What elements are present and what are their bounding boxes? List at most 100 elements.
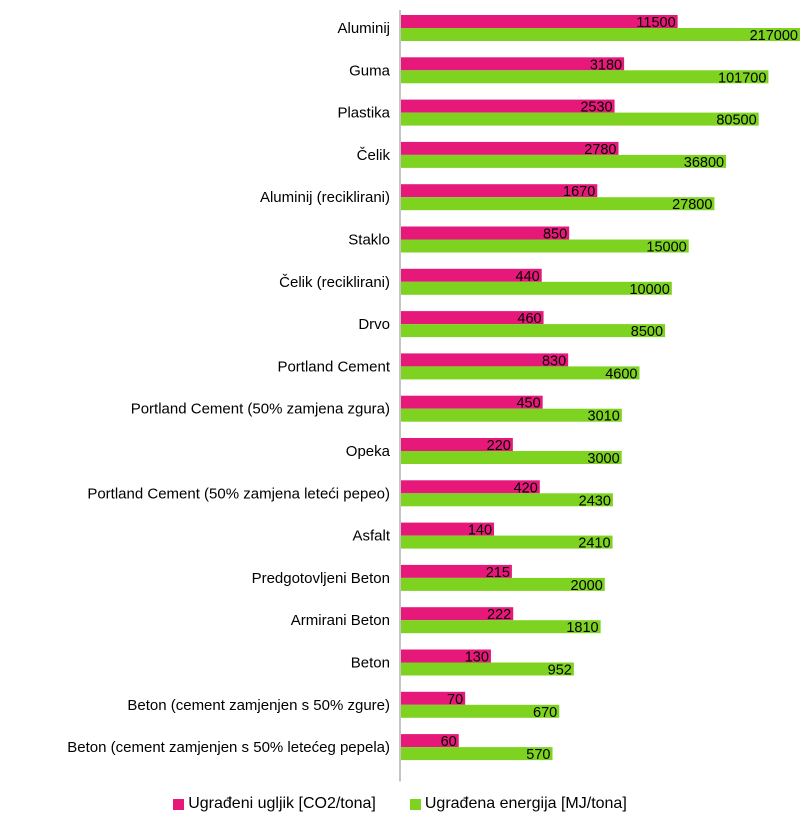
category-label: Čelik (reciklirani) bbox=[279, 274, 390, 291]
data-label-co2: 11500 bbox=[636, 15, 675, 31]
bar-co2 bbox=[401, 649, 491, 663]
data-label-co2: 830 bbox=[542, 353, 566, 369]
category-label: Čelik bbox=[357, 147, 391, 164]
data-label-energy: 4600 bbox=[605, 366, 637, 382]
data-label-energy: 952 bbox=[548, 663, 572, 679]
bar-co2 bbox=[401, 141, 619, 155]
data-label-co2: 420 bbox=[514, 480, 538, 496]
category-label: Guma bbox=[349, 62, 391, 79]
data-label-energy: 217000 bbox=[750, 28, 798, 44]
data-label-energy: 101700 bbox=[718, 70, 766, 86]
legend-swatch-co2 bbox=[173, 798, 185, 810]
category-label: Asfalt bbox=[352, 528, 390, 545]
bar-energy bbox=[401, 577, 605, 591]
data-label-co2: 460 bbox=[517, 311, 541, 327]
data-label-energy: 670 bbox=[533, 705, 557, 721]
data-label-co2: 440 bbox=[516, 269, 540, 285]
data-label-energy: 36800 bbox=[684, 155, 724, 171]
data-label-co2: 3180 bbox=[590, 57, 622, 73]
data-label-energy: 3010 bbox=[588, 409, 620, 425]
bar-energy bbox=[401, 281, 672, 295]
data-label-energy: 8500 bbox=[631, 324, 663, 340]
bar-energy bbox=[401, 197, 715, 211]
data-label-co2: 215 bbox=[486, 565, 510, 581]
category-label: Beton (cement zamjenjen s 50% letećeg pe… bbox=[67, 739, 390, 756]
bar-energy bbox=[401, 324, 666, 338]
bar-energy bbox=[401, 28, 800, 41]
data-label-energy: 2410 bbox=[578, 536, 610, 552]
bar-co2 bbox=[401, 480, 540, 494]
data-label-energy: 27800 bbox=[672, 197, 712, 213]
data-label-energy: 2430 bbox=[579, 493, 611, 509]
bar-co2 bbox=[401, 184, 598, 198]
category-label: Predgotovljeni Beton bbox=[252, 570, 390, 587]
data-label-co2: 222 bbox=[487, 607, 511, 623]
legend-label-co2: Ugrađeni ugljik [CO2/tona] bbox=[188, 795, 376, 812]
legend-item-energy: Ugrađena energija [MJ/tona] bbox=[409, 795, 627, 813]
bar-co2 bbox=[401, 99, 615, 113]
bar-energy bbox=[401, 535, 613, 549]
bar-energy bbox=[401, 408, 622, 422]
bar-co2 bbox=[401, 353, 569, 367]
bar-co2 bbox=[401, 438, 513, 451]
data-label-energy: 15000 bbox=[646, 240, 686, 256]
data-label-co2: 850 bbox=[543, 227, 567, 243]
data-label-co2: 2530 bbox=[580, 100, 612, 116]
data-label-co2: 1670 bbox=[563, 184, 595, 200]
bar-energy bbox=[401, 154, 727, 168]
data-label-co2: 60 bbox=[441, 734, 457, 750]
category-label: Opeka bbox=[346, 443, 391, 460]
category-label: Staklo bbox=[348, 232, 390, 249]
bar-energy bbox=[401, 620, 601, 634]
category-label: Beton (cement zamjenjen s 50% zgure) bbox=[127, 697, 390, 714]
data-label-energy: 1810 bbox=[566, 620, 598, 636]
category-label: Aluminij (reciklirani) bbox=[260, 189, 390, 206]
bar-energy bbox=[401, 112, 759, 126]
data-label-energy: 570 bbox=[526, 747, 550, 763]
bar-co2 bbox=[401, 564, 512, 578]
data-label-energy: 10000 bbox=[629, 282, 669, 298]
data-label-energy: 80500 bbox=[716, 113, 756, 129]
data-label-energy: 2000 bbox=[571, 578, 603, 594]
legend: Ugrađeni ugljik [CO2/tona] Ugrađena ener… bbox=[0, 795, 800, 813]
bar-energy bbox=[401, 662, 574, 676]
data-label-co2: 220 bbox=[487, 438, 511, 454]
bar-co2 bbox=[401, 15, 678, 28]
bar-co2 bbox=[401, 607, 514, 621]
bar-energy bbox=[401, 239, 689, 253]
category-label: Portland Cement (50% zamjena leteći pepe… bbox=[87, 485, 390, 502]
data-label-co2: 450 bbox=[516, 396, 540, 412]
bar-chart: Aluminij 11500 217000 Guma 3180 101700 Plastik… bbox=[67, 10, 800, 782]
bar-energy bbox=[401, 704, 560, 718]
legend-item-co2: Ugrađeni ugljik [CO2/tona] bbox=[173, 795, 376, 813]
bar-energy bbox=[401, 747, 553, 761]
category-label: Beton bbox=[351, 655, 390, 672]
legend-swatch-energy bbox=[409, 798, 421, 810]
category-label: Armirani Beton bbox=[291, 612, 390, 629]
bar-energy bbox=[401, 493, 613, 507]
labels-layer: Aluminij 11500 217000 Guma 3180 101700 Plastik… bbox=[67, 15, 798, 763]
data-label-co2: 2780 bbox=[584, 142, 616, 158]
bar-co2 bbox=[401, 691, 466, 705]
data-label-co2: 70 bbox=[447, 692, 463, 708]
bars-layer bbox=[401, 15, 800, 761]
category-label: Aluminij bbox=[337, 20, 390, 37]
bar-co2 bbox=[401, 57, 625, 71]
category-label: Portland Cement (50% zamjena zgura) bbox=[131, 401, 390, 418]
legend-label-energy: Ugrađena energija [MJ/tona] bbox=[424, 795, 627, 812]
data-label-co2: 140 bbox=[468, 523, 492, 539]
bar-co2 bbox=[401, 522, 495, 536]
bar-co2 bbox=[401, 226, 570, 240]
category-label: Plastika bbox=[337, 105, 390, 122]
data-label-co2: 130 bbox=[465, 650, 489, 666]
bar-co2 bbox=[401, 395, 543, 409]
bar-energy bbox=[401, 70, 769, 84]
bar-energy bbox=[401, 366, 640, 380]
bar-co2 bbox=[401, 734, 459, 748]
bar-co2 bbox=[401, 268, 542, 282]
bar-co2 bbox=[401, 311, 544, 325]
category-label: Portland Cement bbox=[277, 358, 390, 375]
bar-energy bbox=[401, 451, 622, 464]
data-label-energy: 3000 bbox=[587, 451, 619, 467]
category-label: Drvo bbox=[358, 316, 390, 333]
